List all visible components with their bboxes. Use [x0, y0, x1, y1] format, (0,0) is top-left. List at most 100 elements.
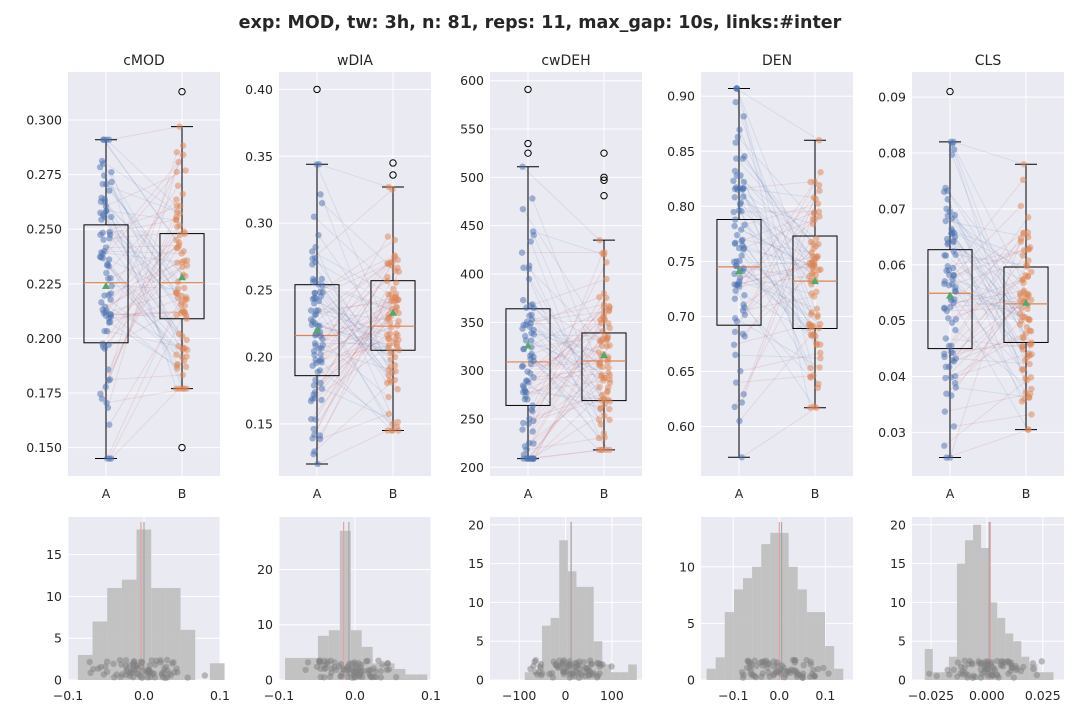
pair-link — [110, 265, 188, 318]
pair-link — [108, 259, 177, 293]
pair-link — [735, 142, 816, 267]
pair-link — [320, 296, 396, 381]
pair-link — [945, 301, 1024, 368]
point-b — [813, 341, 821, 349]
mean-marker — [313, 326, 321, 334]
pair-link — [102, 171, 178, 259]
point-b — [597, 405, 604, 413]
pair-link — [533, 340, 601, 422]
hist-panel-1: 0 5 10 15 −0.1 0.0 0.1 — [46, 517, 230, 703]
point-b — [599, 327, 606, 335]
hist-point — [585, 671, 593, 679]
hist-bar — [576, 586, 586, 680]
hist-point — [313, 663, 321, 670]
point-b — [606, 405, 613, 413]
point-a — [102, 383, 109, 391]
point-b — [383, 277, 391, 285]
hist-point — [825, 670, 832, 677]
hist-point — [1020, 663, 1027, 671]
point-b — [183, 353, 190, 360]
point-b — [807, 311, 815, 318]
pair-link — [947, 190, 1030, 321]
pair-link — [950, 291, 1024, 396]
pair-link — [311, 251, 392, 295]
pair-link — [524, 307, 605, 392]
point-a — [737, 367, 744, 375]
pair-link — [102, 139, 177, 241]
pair-link — [102, 253, 177, 356]
hist-point — [950, 666, 957, 674]
point-b — [606, 342, 613, 349]
hist-bar — [770, 532, 780, 680]
pair-link — [949, 211, 1028, 328]
hist-point — [954, 659, 962, 666]
pair-link — [314, 292, 393, 431]
pair-link — [739, 129, 819, 316]
pair-link — [315, 300, 397, 347]
pair-link — [739, 265, 812, 279]
pair-link — [314, 263, 389, 316]
pair-link — [313, 299, 399, 395]
pair-link — [531, 449, 602, 460]
point-a — [946, 208, 953, 216]
hist-bar — [107, 588, 122, 680]
pair-link — [312, 189, 393, 260]
point-a — [317, 351, 324, 358]
pair-link — [318, 163, 389, 188]
pair-link — [109, 234, 186, 349]
point-b — [1017, 238, 1025, 245]
point-a — [941, 280, 948, 288]
pair-link — [101, 152, 178, 399]
pair-link — [314, 257, 393, 373]
point-a — [734, 133, 742, 141]
y-tick-label: 5 — [54, 631, 62, 646]
pair-link — [102, 163, 186, 301]
y-tick-label: 0.20 — [245, 349, 273, 364]
pair-link — [102, 233, 186, 344]
hist-point — [762, 661, 770, 668]
hist-point — [377, 674, 385, 681]
point-b — [1028, 268, 1035, 276]
point-a — [741, 221, 748, 229]
point-b — [392, 368, 399, 375]
point-a — [103, 455, 111, 462]
pair-link — [740, 352, 821, 372]
y-tick-label: 0.75 — [667, 254, 695, 269]
point-a — [739, 307, 747, 314]
point-b — [175, 343, 182, 350]
x-tick-label: −0.025 — [908, 688, 954, 703]
hist-bar — [619, 672, 629, 680]
point-a — [739, 186, 746, 193]
point-b — [173, 202, 180, 210]
point-a — [312, 376, 319, 384]
point-a — [105, 377, 112, 384]
point-b — [807, 322, 815, 330]
point-a — [736, 126, 743, 133]
point-a — [310, 213, 318, 220]
pair-link — [735, 158, 817, 247]
pair-link — [945, 337, 1023, 348]
point-b — [173, 216, 180, 224]
point-a — [104, 404, 112, 411]
pair-link — [526, 319, 601, 326]
pair-link — [314, 259, 398, 299]
point-a — [518, 363, 526, 370]
pair-link — [111, 285, 179, 290]
point-a — [741, 292, 748, 299]
hist-bar — [585, 586, 594, 680]
pair-link — [101, 251, 183, 263]
pair-link — [527, 337, 608, 400]
point-b — [604, 359, 611, 366]
point-a — [942, 184, 949, 192]
y-tick-label: 0 — [54, 673, 62, 688]
pair-link — [738, 190, 820, 284]
point-a — [521, 395, 529, 403]
pair-link — [533, 377, 605, 444]
point-a — [740, 193, 747, 200]
pair-link — [955, 358, 1030, 365]
pair-link — [735, 354, 821, 359]
pair-link — [944, 278, 1024, 309]
y-tick-label: 0.70 — [667, 309, 695, 324]
point-b — [815, 324, 823, 332]
hist-point — [1005, 670, 1012, 677]
